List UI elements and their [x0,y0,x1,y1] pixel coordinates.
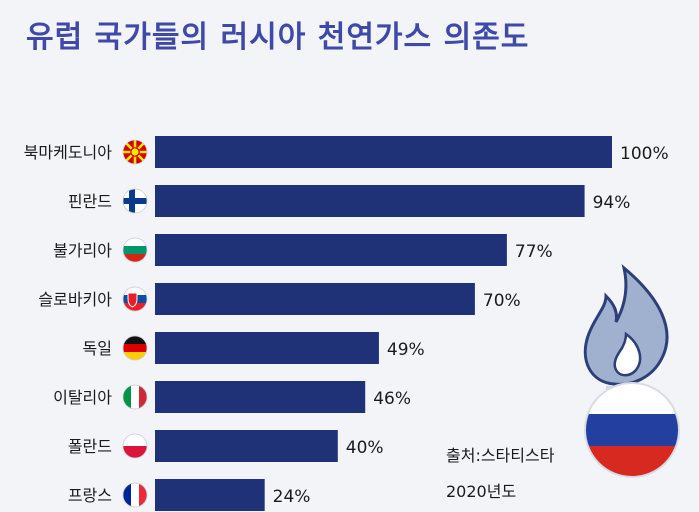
category-label: 북마케도니아 [24,143,113,162]
france-flag-icon [122,482,148,508]
category-label: 폴란드 [68,437,112,456]
value-label: 40% [346,438,384,458]
value-label: 100% [620,144,669,164]
bar [155,332,379,364]
bar [155,381,366,413]
north-macedonia-flag-icon [122,139,148,165]
poland-flag-icon [122,433,148,459]
bar [155,185,585,217]
value-label: 24% [273,487,311,507]
bars-layer: 북마케도니아 100% 핀란드 94% 불가리아 77% 슬로바키아 70% 독일 49% 이탈리아… [24,136,669,511]
value-label: 70% [483,291,521,311]
bar [155,234,507,266]
finland-flag-icon [122,188,148,214]
category-label: 핀란드 [68,192,112,211]
bar [155,430,338,462]
value-label: 77% [515,242,553,262]
slovakia-flag-icon [122,286,148,312]
category-label: 불가리아 [53,241,112,260]
chart-title: 유럽 국가들의 러시아 천연가스 의존도 [26,20,530,55]
source-label: 출처:스타티스타 [446,446,555,465]
category-label: 독일 [83,339,112,358]
gas-flame-icon [583,264,669,391]
bulgaria-flag-icon [122,237,148,263]
bar [155,136,612,168]
germany-flag-icon [122,335,148,361]
category-label: 이탈리아 [53,388,112,407]
russia-flag-circle-icon [584,382,680,478]
category-label: 프랑스 [68,486,112,505]
value-label: 46% [373,389,411,409]
value-label: 94% [593,193,631,213]
source-year: 2020년도 [446,482,517,501]
category-label: 슬로바키아 [38,290,112,309]
bar [155,283,475,315]
italy-flag-icon [122,384,148,410]
bar [155,479,265,511]
value-label: 49% [387,340,425,360]
